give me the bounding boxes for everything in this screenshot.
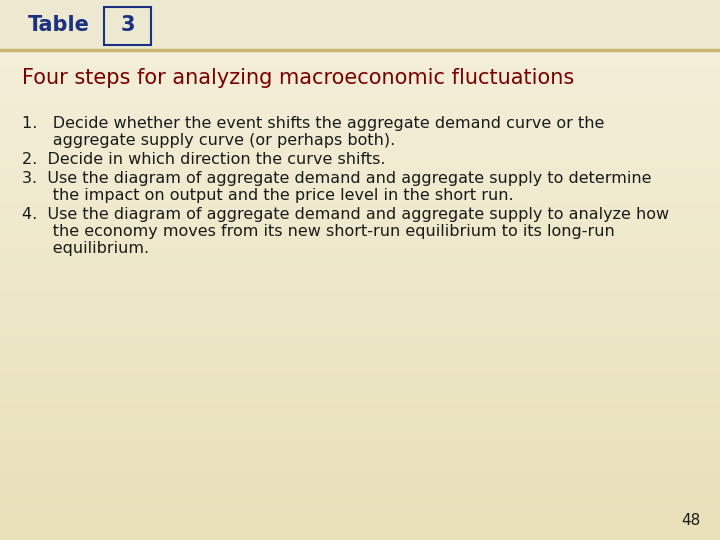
FancyBboxPatch shape [104, 7, 151, 45]
Text: 2.  Decide in which direction the curve shifts.: 2. Decide in which direction the curve s… [22, 152, 385, 167]
FancyBboxPatch shape [0, 0, 720, 50]
Text: 3.  Use the diagram of aggregate demand and aggregate supply to determine: 3. Use the diagram of aggregate demand a… [22, 171, 652, 186]
Text: 1.   Decide whether the event shifts the aggregate demand curve or the: 1. Decide whether the event shifts the a… [22, 116, 604, 131]
Text: equilibrium.: equilibrium. [22, 241, 149, 256]
Text: the economy moves from its new short-run equilibrium to its long-run: the economy moves from its new short-run… [22, 224, 615, 239]
Text: 4.  Use the diagram of aggregate demand and aggregate supply to analyze how: 4. Use the diagram of aggregate demand a… [22, 207, 669, 222]
Text: the impact on output and the price level in the short run.: the impact on output and the price level… [22, 188, 513, 203]
Text: Table: Table [28, 15, 90, 35]
Text: aggregate supply curve (or perhaps both).: aggregate supply curve (or perhaps both)… [22, 133, 395, 148]
Text: 48: 48 [680, 513, 700, 528]
Text: 3: 3 [120, 15, 135, 35]
Text: Four steps for analyzing macroeconomic fluctuations: Four steps for analyzing macroeconomic f… [22, 68, 575, 88]
